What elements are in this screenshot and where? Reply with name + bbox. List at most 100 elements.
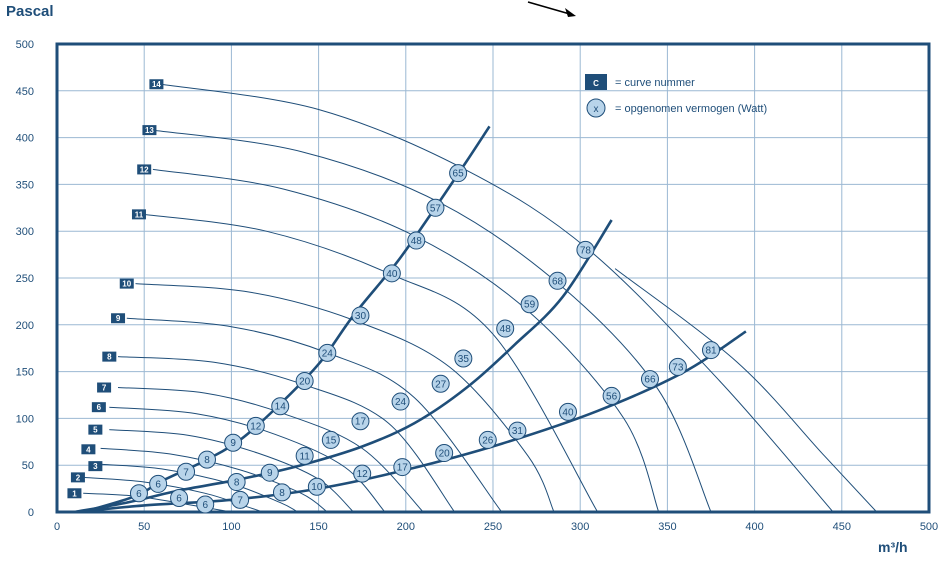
power-marker-label: 35 [458,354,470,365]
curve-badge-label: 8 [107,353,112,362]
arrow [527,1,576,17]
x-tick-label: 350 [658,521,676,533]
power-marker: 40 [382,264,401,283]
x-tick-label: 250 [484,521,502,533]
curve-badge-13: 13 [142,125,157,136]
power-marker-label: 12 [357,469,369,480]
x-tick-label: 300 [571,521,589,533]
x-tick-label: 450 [833,521,851,533]
power-marker-circle [602,386,621,405]
power-marker-circle [246,416,265,435]
curve-badge-6: 6 [91,402,106,413]
power-marker: 24 [318,343,337,362]
power-marker-circle [271,397,290,416]
power-marker-label: 8 [204,455,210,466]
power-marker-label: 15 [325,435,337,446]
legend-circle [586,98,606,118]
power-marker-circle [318,343,337,362]
curve-badge-label: 12 [140,165,149,174]
power-marker: 24 [391,392,410,411]
power-marker-label: 30 [355,311,367,322]
y-tick-label: 500 [16,39,34,51]
power-marker-label: 68 [552,276,564,287]
power-marker: 6 [196,495,215,514]
x-tick-label: 0 [54,521,60,533]
y-tick-label: 150 [16,367,34,379]
power-marker-label: 40 [386,269,398,280]
power-marker-circle [431,374,450,393]
power-marker-label: 9 [230,438,236,449]
power-marker: 6 [129,484,148,503]
y-tick-label: 200 [16,320,34,332]
power-marker: 31 [508,421,527,440]
power-marker: 12 [353,464,372,483]
power-marker-label: 66 [644,375,656,386]
power-marker-circle [129,484,148,503]
power-marker-circle [224,433,243,452]
y-tick-label: 100 [16,413,34,425]
x-tick-label: 400 [745,521,763,533]
power-marker-label: 6 [136,489,142,500]
curve-badge-1: 1 [67,488,82,499]
curve-badge-label: 6 [97,403,102,412]
power-marker-label: 27 [435,379,447,390]
legend-badge [585,74,607,90]
power-marker: 7 [177,462,196,481]
curve-badge-label: 13 [145,126,154,135]
power-marker: 17 [393,458,412,477]
power-marker-circle [382,264,401,283]
power-marker-circle [351,412,370,431]
curve-badge-box [149,79,164,90]
power-marker-label: 7 [237,495,243,506]
power-marker-circle [177,462,196,481]
power-marker-circle [260,463,279,482]
power-marker-label: 14 [275,402,287,413]
power-markers: 6678912142024304048576568911151724273548… [129,164,720,514]
power-marker-circle [351,306,370,325]
power-marker: 30 [351,306,370,325]
curve-badge-box [81,444,96,455]
power-marker: 10 [307,477,326,496]
power-marker: 81 [702,341,720,360]
y-tick-label: 0 [28,507,34,519]
curve-badge-box [137,164,152,175]
power-marker: 14 [271,397,290,416]
power-marker: 15 [321,430,340,449]
power-marker: 8 [227,473,246,492]
curve-badge-label: 9 [116,314,121,323]
power-marker: 7 [231,490,250,509]
power-marker-label: 11 [299,451,310,462]
curve-badge-box [70,472,85,483]
power-marker: 35 [454,349,473,368]
power-marker: 11 [295,446,314,465]
fan-curve-15 [614,268,878,513]
power-marker-label: 56 [606,391,618,402]
curve-badge-box [88,461,103,472]
power-marker-circle [353,464,372,483]
power-marker-label: 59 [524,300,536,311]
power-marker-circle [520,295,539,314]
power-marker-label: 17 [397,463,409,474]
power-marker-circle [668,357,687,376]
legend-label: = opgenomen vermogen (Watt) [615,103,767,115]
power-marker-circle [426,198,445,217]
power-marker-label: 8 [234,478,240,489]
power-marker-circle [508,421,527,440]
legend: C = curve nummer x = opgenomen vermogen (Wa… [585,74,767,118]
power-marker-circle [227,473,246,492]
power-marker-circle [272,483,291,502]
power-marker: 57 [426,198,445,217]
power-marker: 40 [558,402,577,421]
curve-badge-box [91,402,106,413]
fan-curve-12 [152,168,660,513]
plot-frame [55,42,931,514]
fan-curves [83,83,878,513]
power-marker-circle [231,490,250,509]
fan-curve-2 [83,476,263,513]
power-marker: 26 [478,430,497,449]
power-marker-circle [391,392,410,411]
y-tick-label: 400 [16,133,34,145]
fan-curve-14 [161,83,834,513]
curve-badge-box [131,209,146,220]
